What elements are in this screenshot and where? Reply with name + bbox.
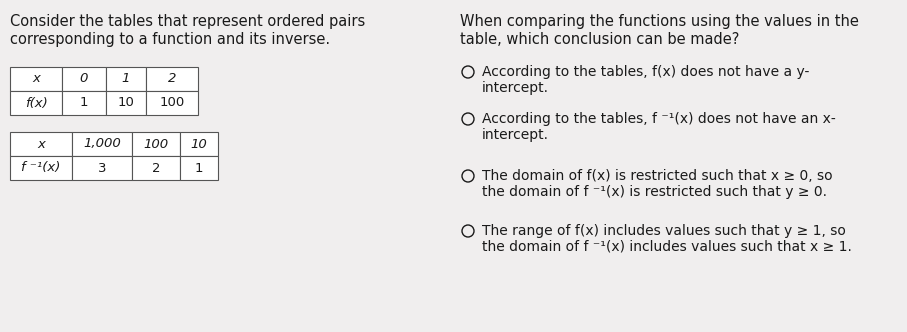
Text: f(x): f(x) (24, 97, 47, 110)
Text: 1: 1 (80, 97, 88, 110)
Bar (180, 132, 218, 156)
Text: 1: 1 (195, 161, 203, 175)
Bar (146, 91, 198, 115)
Text: f ⁻¹(x): f ⁻¹(x) (21, 161, 61, 175)
Bar (180, 156, 218, 180)
Bar (72, 132, 132, 156)
Bar (10, 91, 62, 115)
Text: 1,000: 1,000 (83, 137, 121, 150)
Text: 3: 3 (98, 161, 106, 175)
Bar (62, 91, 106, 115)
Text: The range of f(x) includes values such that y ≥ 1, so: The range of f(x) includes values such t… (482, 224, 846, 238)
Text: 2: 2 (168, 72, 176, 86)
Text: 100: 100 (160, 97, 185, 110)
Circle shape (462, 113, 474, 125)
Text: The domain of f(x) is restricted such that x ≥ 0, so: The domain of f(x) is restricted such th… (482, 169, 833, 183)
Bar (72, 156, 132, 180)
Text: 1: 1 (122, 72, 131, 86)
Text: Consider the tables that represent ordered pairs: Consider the tables that represent order… (10, 14, 366, 29)
Text: When comparing the functions using the values in the: When comparing the functions using the v… (460, 14, 859, 29)
Bar (106, 91, 146, 115)
Text: the domain of f ⁻¹(x) is restricted such that y ≥ 0.: the domain of f ⁻¹(x) is restricted such… (482, 185, 827, 199)
Text: 10: 10 (118, 97, 134, 110)
Text: x: x (32, 72, 40, 86)
Text: 2: 2 (151, 161, 161, 175)
Text: intercept.: intercept. (482, 128, 549, 142)
Text: intercept.: intercept. (482, 81, 549, 95)
Bar (62, 67, 106, 91)
Bar (10, 132, 72, 156)
Circle shape (462, 225, 474, 237)
Text: According to the tables, f(x) does not have a y-: According to the tables, f(x) does not h… (482, 65, 809, 79)
Bar (10, 67, 62, 91)
Text: 100: 100 (143, 137, 169, 150)
Text: table, which conclusion can be made?: table, which conclusion can be made? (460, 32, 739, 47)
Text: According to the tables, f ⁻¹(x) does not have an x-: According to the tables, f ⁻¹(x) does no… (482, 112, 835, 126)
Bar (10, 156, 72, 180)
Circle shape (462, 170, 474, 182)
Text: corresponding to a function and its inverse.: corresponding to a function and its inve… (10, 32, 330, 47)
Bar (106, 67, 146, 91)
Circle shape (462, 66, 474, 78)
Bar (132, 156, 180, 180)
Text: the domain of f ⁻¹(x) includes values such that x ≥ 1.: the domain of f ⁻¹(x) includes values su… (482, 240, 852, 254)
Text: x: x (37, 137, 45, 150)
Text: 10: 10 (190, 137, 208, 150)
Text: 0: 0 (80, 72, 88, 86)
Bar (146, 67, 198, 91)
Bar (132, 132, 180, 156)
